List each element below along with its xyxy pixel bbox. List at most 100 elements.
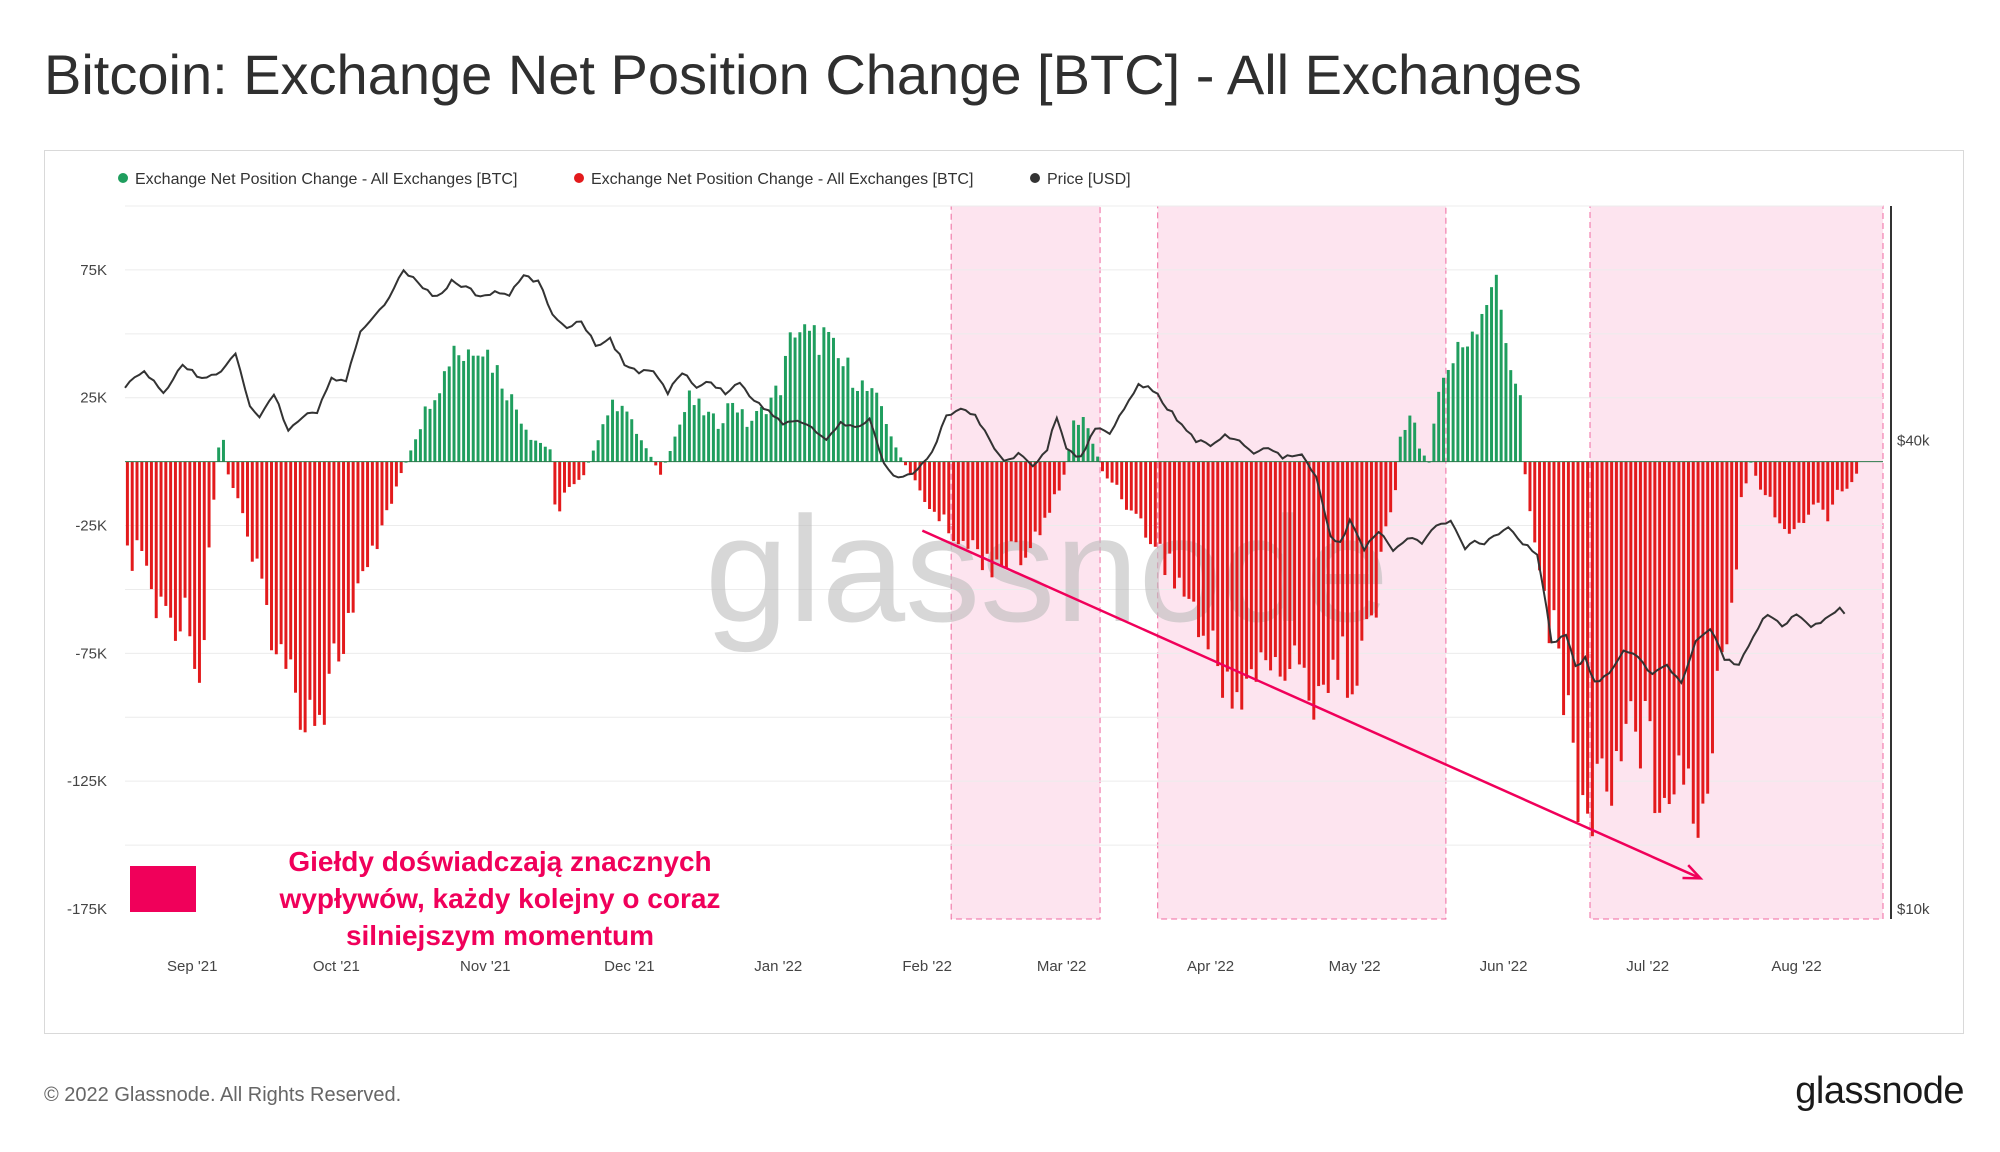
inflow-bar	[414, 439, 418, 462]
x-tick-label: Jul '22	[1626, 958, 1669, 975]
outflow-bar	[1710, 461, 1714, 754]
outflow-bar	[923, 461, 927, 502]
inflow-bar	[466, 349, 470, 462]
inflow-bar	[538, 442, 542, 462]
inflow-bar	[1437, 391, 1441, 462]
trend-arrow-head	[1682, 864, 1704, 880]
outflow-bar	[370, 461, 374, 546]
outflow-bar	[1379, 461, 1383, 552]
x-tick-label: Mar '22	[1037, 958, 1087, 975]
outflow-bar	[1206, 461, 1210, 650]
outflow-bar	[1542, 461, 1546, 591]
inflow-bar	[601, 424, 605, 462]
outflow-bar	[1571, 461, 1575, 743]
inflow-bar	[1499, 309, 1503, 462]
outflow-bar	[202, 461, 206, 641]
outflow-bar	[990, 461, 994, 578]
outflow-bar	[1586, 461, 1590, 814]
price-line	[124, 268, 1846, 685]
outflow-bar	[245, 461, 249, 537]
inflow-bar	[606, 415, 610, 462]
outflow-bar	[1581, 461, 1585, 796]
outflow-bar	[169, 461, 173, 618]
outflow-bar	[1254, 461, 1258, 682]
x-tick-label: Dec '21	[604, 958, 654, 975]
outflow-bar	[1326, 461, 1330, 693]
inflow-bar	[687, 390, 691, 462]
outflow-bar	[1600, 461, 1604, 759]
inflow-bar	[548, 449, 552, 462]
outflow-bar	[1192, 461, 1196, 602]
inflow-bar	[822, 327, 826, 462]
outflow-bar	[1043, 461, 1047, 518]
outflow-bar	[1004, 461, 1008, 569]
outflow-bar	[1317, 461, 1321, 687]
legend-label: Price [USD]	[1047, 171, 1131, 188]
outflow-bar	[1840, 461, 1844, 492]
outflow-bar	[1590, 461, 1594, 837]
outflow-bar	[1134, 461, 1138, 514]
annotation-line: wypływów, każdy kolejny o coraz	[279, 883, 721, 914]
outflow-bar	[1735, 461, 1738, 570]
outflow-bar	[961, 461, 965, 541]
outflow-bar	[1754, 461, 1758, 476]
outflow-bar	[390, 461, 394, 504]
outflow-bar	[351, 461, 355, 613]
inflow-bar	[721, 423, 725, 462]
inflow-bar	[735, 412, 739, 462]
outflow-bar	[1278, 461, 1282, 677]
inflow-bar	[697, 398, 701, 462]
outflow-bar	[995, 461, 999, 560]
inflow-bar	[865, 390, 869, 462]
chart-panel: glassnode 75K 25K -25K -75K -125K -175K $40k $1…	[44, 150, 1964, 1034]
price-tick-label: $40k	[1897, 432, 1930, 449]
outflow-bar	[1523, 461, 1527, 475]
outflow-bar	[1816, 461, 1820, 503]
outflow-bar	[1129, 461, 1133, 511]
outflow-bar	[1216, 461, 1220, 667]
outflow-bar	[342, 461, 346, 654]
outflow-bar	[1763, 461, 1767, 496]
outflow-bar	[380, 461, 384, 526]
outflow-bar	[1374, 461, 1378, 618]
outflow-bar	[553, 461, 557, 505]
outflow-bar	[1393, 461, 1397, 491]
inflow-bar	[519, 423, 523, 462]
outflow-bar	[1576, 461, 1580, 822]
outflow-bar	[1739, 461, 1743, 498]
chart-svg: glassnode 75K25K-25K-75K-125K-175K$40k$1…	[67, 171, 1930, 975]
outflow-bar	[904, 461, 908, 466]
outflow-bar	[582, 461, 586, 476]
outflow-bar	[1355, 461, 1359, 686]
outflow-bar	[1163, 461, 1167, 576]
inflow-bar	[798, 332, 802, 462]
outflow-bar	[971, 461, 975, 541]
outflow-bar	[1350, 461, 1354, 695]
inflow-bar	[524, 429, 528, 462]
inflow-bar	[707, 411, 711, 462]
outflow-bar	[1634, 461, 1638, 732]
inflow-bar	[1446, 369, 1450, 462]
inflow-bar	[529, 439, 533, 462]
outflow-bar	[255, 461, 259, 559]
outflow-bar	[1662, 461, 1666, 798]
inflow-bar	[875, 392, 879, 462]
inflow-bar	[764, 414, 768, 462]
outflow-bar	[183, 461, 187, 598]
outflow-bar	[1552, 461, 1556, 611]
inflow-bar	[452, 345, 456, 462]
inflow-bar	[644, 448, 648, 462]
inflow-bar	[495, 365, 499, 462]
outflow-bar	[327, 461, 331, 674]
outflow-bar	[1293, 461, 1297, 646]
highlight-bands	[950, 205, 1884, 920]
outflow-bar	[1605, 461, 1609, 792]
outflow-bar	[164, 461, 168, 606]
outflow-bar	[1197, 461, 1201, 638]
outflow-bar	[270, 461, 273, 651]
inflow-bar	[500, 388, 504, 462]
x-tick-label: Jun '22	[1480, 958, 1528, 975]
highlight-band	[950, 205, 1101, 920]
outflow-bar	[1566, 461, 1570, 696]
inflow-bar	[510, 394, 514, 462]
